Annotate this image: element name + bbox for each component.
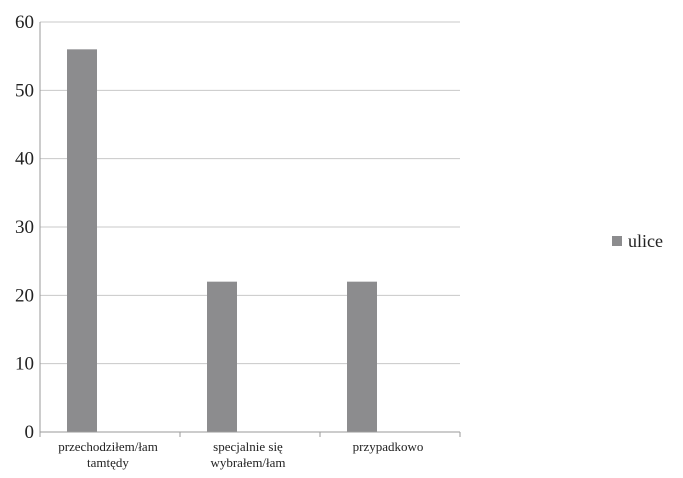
legend: ulice (612, 231, 663, 251)
y-tick-labels: 0 10 20 30 40 50 60 (15, 12, 34, 443)
y-tick-label: 10 (15, 354, 34, 375)
y-tick-label: 40 (15, 149, 34, 170)
bars (67, 49, 377, 432)
y-tick-label: 0 (25, 422, 35, 443)
x-tick-label: wybrałem/łam (210, 455, 285, 470)
y-tick-label: 60 (15, 12, 34, 33)
legend-swatch (612, 236, 622, 246)
y-tick-label: 20 (15, 285, 34, 306)
x-tick-label: specjalnie się (213, 439, 283, 454)
axes (39, 22, 461, 437)
gridlines (40, 21, 460, 365)
x-tick-label: przechodziłem/łam (58, 439, 158, 454)
x-tick-label: przypadkowo (353, 439, 424, 454)
y-tick-label: 50 (15, 80, 34, 101)
bar (67, 49, 97, 432)
legend-label: ulice (628, 231, 663, 251)
bar (207, 281, 237, 432)
y-tick-label: 30 (15, 217, 34, 238)
bar (347, 281, 377, 432)
x-tick-label: tamtędy (87, 455, 129, 470)
